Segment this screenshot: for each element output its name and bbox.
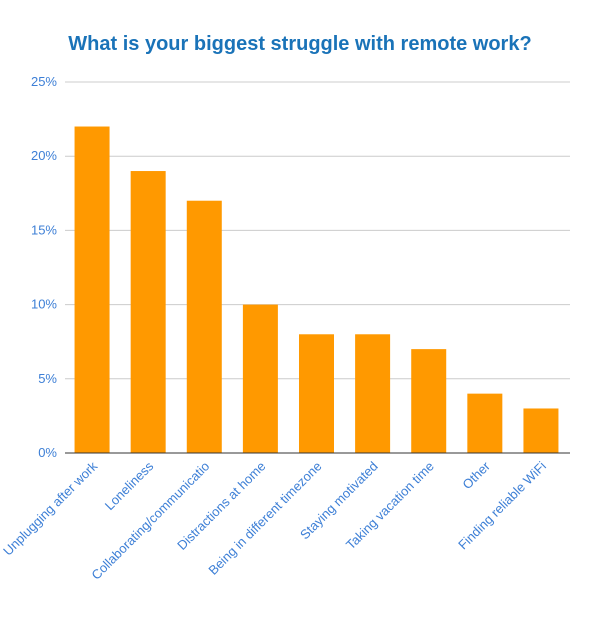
bar xyxy=(130,171,166,454)
y-tick-label: 0% xyxy=(38,445,57,460)
bar xyxy=(467,393,503,453)
bar xyxy=(299,334,334,453)
x-tick-label: Being in different timezone xyxy=(205,459,324,578)
bars xyxy=(74,126,559,454)
y-tick-label: 10% xyxy=(31,297,57,312)
x-axis-labels: Unplugging after work LonelinessCollabora… xyxy=(0,458,549,583)
y-tick-label: 15% xyxy=(31,222,57,237)
y-tick-label: 25% xyxy=(31,74,57,89)
chart-title: What is your biggest struggle with remot… xyxy=(68,33,531,55)
x-tick-label: Collaborating/communicatio xyxy=(88,459,212,583)
y-axis-ticks: 0% 5% 10% 15% 20% 25% xyxy=(31,74,57,460)
bar xyxy=(74,126,110,454)
y-tick-label: 5% xyxy=(38,371,57,386)
x-tick-label: Unplugging after work xyxy=(0,458,100,558)
x-tick-label: Other xyxy=(459,458,493,492)
y-tick-label: 20% xyxy=(31,148,57,163)
bar xyxy=(186,200,222,453)
x-tick-label: Loneliness xyxy=(102,458,157,513)
bar xyxy=(242,304,278,453)
bar xyxy=(523,408,559,453)
bar xyxy=(355,334,391,453)
bar xyxy=(411,349,447,453)
